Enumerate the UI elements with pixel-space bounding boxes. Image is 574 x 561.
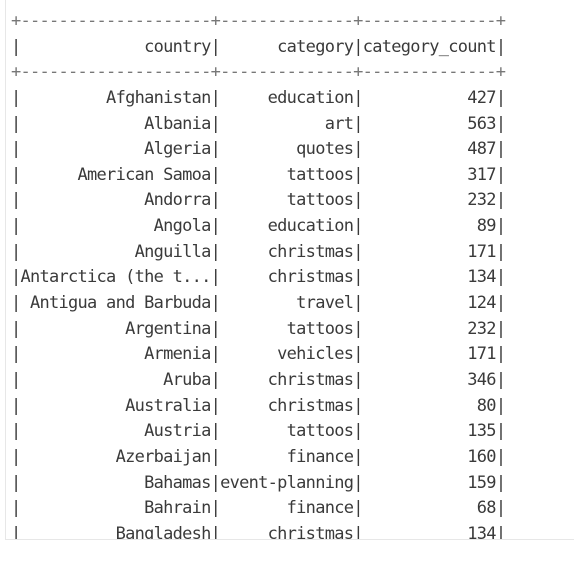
header-country: country: [21, 37, 211, 57]
table-row: | Armenia| vehicles| 171|: [11, 342, 505, 368]
cell-category-count: 171: [363, 242, 496, 262]
cell-country: Anguilla: [21, 242, 211, 262]
table-row: | American Samoa| tattoos| 317|: [11, 163, 505, 189]
cell-category-count: 68: [363, 498, 496, 518]
header-category-count: category_count: [363, 37, 496, 57]
cell-category-count: 124: [363, 293, 496, 313]
cell-category-count: 232: [363, 190, 496, 210]
cell-category: christmas: [220, 524, 353, 540]
table-row: | Argentina| tattoos| 232|: [11, 317, 505, 343]
cell-country: Antarctica (the t...: [21, 267, 211, 287]
cell-category: quotes: [220, 139, 353, 159]
cell-category: art: [220, 114, 353, 134]
cell-category-count: 317: [363, 165, 496, 185]
table-row: | Andorra| tattoos| 232|: [11, 188, 505, 214]
cell-category: finance: [220, 447, 353, 467]
cell-country: Bahrain: [21, 498, 211, 518]
cell-country: American Samoa: [21, 165, 211, 185]
cell-country: Albania: [21, 114, 211, 134]
cell-country: Bangladesh: [21, 524, 211, 540]
cell-country: Angola: [21, 216, 211, 236]
cell-category-count: 346: [363, 370, 496, 390]
table-row: | Aruba| christmas| 346|: [11, 368, 505, 394]
cell-category-count: 427: [363, 88, 496, 108]
cell-country: Antigua and Barbuda: [21, 293, 211, 313]
table-body: | Afghanistan| education| 427| | Albania|…: [11, 86, 505, 540]
cell-category: tattoos: [220, 165, 353, 185]
cell-country: Argentina: [21, 319, 211, 339]
table-row: | Antigua and Barbuda| travel| 124|: [11, 291, 505, 317]
header-category: category: [220, 37, 353, 57]
cell-category-count: 134: [363, 524, 496, 540]
cell-country: Azerbaijan: [21, 447, 211, 467]
table-row: | Albania| art| 563|: [11, 112, 505, 138]
cell-category: christmas: [220, 370, 353, 390]
cell-country: Austria: [21, 421, 211, 441]
table-top-border: +--------------------+--------------+---…: [11, 9, 505, 35]
table-row: | Bangladesh| christmas| 134|: [11, 522, 505, 540]
table-row: | Angola| education| 89|: [11, 214, 505, 240]
cell-category: christmas: [220, 396, 353, 416]
cell-category: tattoos: [220, 319, 353, 339]
cell-category: tattoos: [220, 190, 353, 210]
table-row: | Azerbaijan| finance| 160|: [11, 445, 505, 471]
cell-category: finance: [220, 498, 353, 518]
cell-category-count: 80: [363, 396, 496, 416]
cell-country: Armenia: [21, 344, 211, 364]
table-row: | Algeria| quotes| 487|: [11, 137, 505, 163]
table-row: | Afghanistan| education| 427|: [11, 86, 505, 112]
table-header-row: | country| category|category_count|: [11, 35, 505, 61]
cell-country: Afghanistan: [21, 88, 211, 108]
cell-category-count: 159: [363, 473, 496, 493]
cell-output-panel: +--------------------+--------------+---…: [5, 0, 574, 540]
cell-category-count: 89: [363, 216, 496, 236]
cell-category: christmas: [220, 242, 353, 262]
cell-category-count: 160: [363, 447, 496, 467]
cell-country: Australia: [21, 396, 211, 416]
table-header-border: +--------------------+--------------+---…: [11, 60, 505, 86]
cell-category: christmas: [220, 267, 353, 287]
cell-category-count: 563: [363, 114, 496, 134]
cell-category-count: 487: [363, 139, 496, 159]
cell-country: Algeria: [21, 139, 211, 159]
cell-country: Andorra: [21, 190, 211, 210]
table-row: |Antarctica (the t...| christmas| 134|: [11, 265, 505, 291]
cell-category-count: 135: [363, 421, 496, 441]
cell-category-count: 134: [363, 267, 496, 287]
cell-category: vehicles: [220, 344, 353, 364]
table-row: | Bahamas|event-planning| 159|: [11, 471, 505, 497]
cell-category: travel: [220, 293, 353, 313]
table-row: | Australia| christmas| 80|: [11, 394, 505, 420]
cell-category: education: [220, 216, 353, 236]
cell-country: Aruba: [21, 370, 211, 390]
table-row: | Austria| tattoos| 135|: [11, 419, 505, 445]
cell-category-count: 171: [363, 344, 496, 364]
cell-category: tattoos: [220, 421, 353, 441]
dataframe-text-table: +--------------------+--------------+---…: [11, 9, 505, 540]
cell-category-count: 232: [363, 319, 496, 339]
cell-category: event-planning: [220, 473, 353, 493]
cell-category: education: [220, 88, 353, 108]
table-row: | Anguilla| christmas| 171|: [11, 240, 505, 266]
table-row: | Bahrain| finance| 68|: [11, 496, 505, 522]
cell-country: Bahamas: [21, 473, 211, 493]
